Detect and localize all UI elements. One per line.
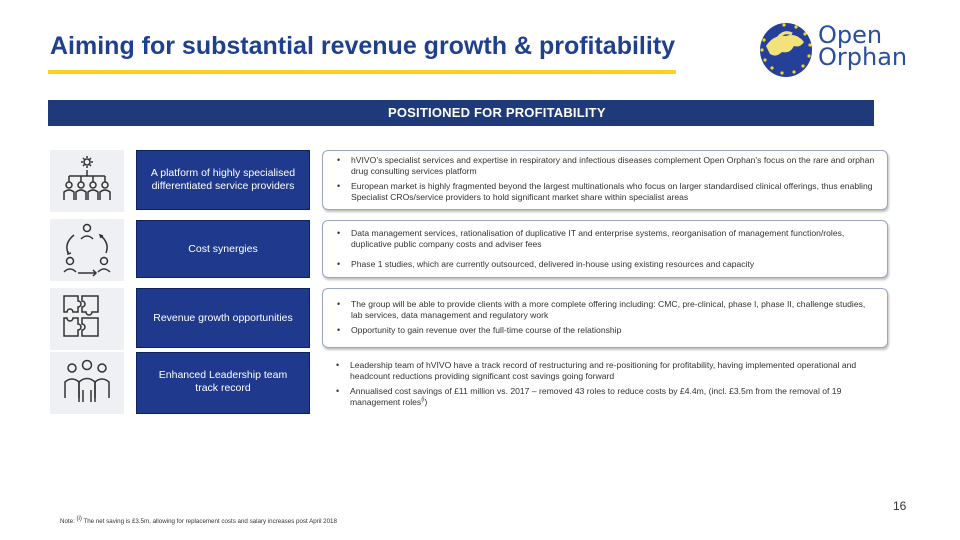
page-number: 16 (893, 499, 907, 513)
row-text-platform: hVIVO’s specialist services and expertis… (322, 150, 888, 210)
bullet-item: Annualised cost savings of £11 million v… (336, 386, 880, 408)
bullet-item: hVIVO’s specialist services and expertis… (337, 155, 879, 177)
banner-label: POSITIONED FOR PROFITABILITY (388, 105, 606, 120)
people-cycle-icon (50, 219, 124, 281)
open-orphan-logo: Open Orphan (756, 18, 916, 82)
team-icon (50, 352, 124, 414)
row-text-revenue-growth: The group will be able to provide client… (322, 288, 888, 348)
row-text-leadership: Leadership team of hVIVO have a track re… (322, 352, 888, 414)
row-label-leadership: Enhanced Leadership team track record (136, 352, 310, 414)
footnote: Note: (i) The net saving is £3.5m, allow… (60, 515, 337, 525)
org-hierarchy-icon (50, 150, 124, 212)
bullet-item: Data management services, rationalisatio… (337, 228, 879, 250)
row-text-cost-synergies: Data management services, rationalisatio… (322, 220, 888, 278)
bullet-item: European market is highly fragmented bey… (337, 181, 879, 203)
page-title: Aiming for substantial revenue growth & … (50, 32, 676, 60)
bullet-item: Opportunity to gain revenue over the ful… (337, 325, 879, 336)
puzzle-icon (50, 288, 124, 350)
bullet-item: Phase 1 studies, which are currently out… (337, 259, 879, 270)
bullet-item: Leadership team of hVIVO have a track re… (336, 360, 880, 382)
logo-wordmark: Open Orphan (818, 21, 908, 71)
row-label-cost-synergies: Cost synergies (136, 220, 310, 278)
bullet-item: The group will be able to provide client… (337, 299, 879, 321)
title-underline (48, 70, 676, 74)
globe-logo-icon (760, 23, 812, 77)
row-label-platform: A platform of highly specialised differe… (136, 150, 310, 210)
row-label-revenue-growth: Revenue growth opportunities (136, 288, 310, 348)
section-banner: POSITIONED FOR PROFITABILITY (48, 100, 874, 126)
